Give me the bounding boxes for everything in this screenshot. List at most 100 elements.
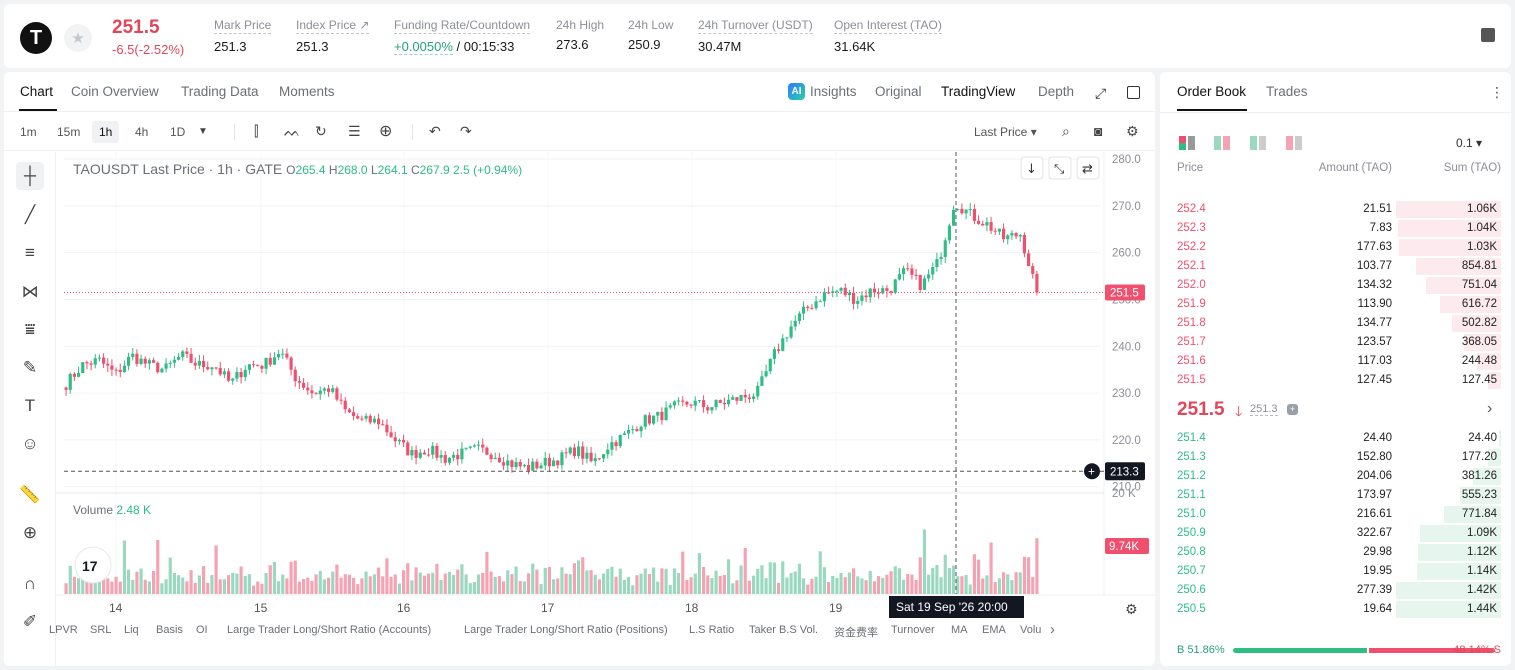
ruler-tool-icon[interactable]: 📏 <box>19 485 41 504</box>
more-options-icon[interactable]: ⋮ <box>1490 84 1504 100</box>
view-insights[interactable]: Insights <box>810 84 857 99</box>
bid-row[interactable]: 251.3 152.80 177.20 <box>1160 448 1511 467</box>
interval-1h[interactable]: 1h <box>92 121 120 143</box>
view-both-icon[interactable] <box>1179 136 1195 150</box>
indicator-shortcut[interactable]: 资金费率 <box>834 627 878 639</box>
view-tradingview[interactable]: TradingView <box>941 84 1016 99</box>
view-original[interactable]: Original <box>875 84 922 99</box>
settings-gear-icon[interactable]: ⚙ <box>1126 123 1139 139</box>
templates-icon[interactable]: ☰ <box>348 123 361 139</box>
row-sum: 1.42K <box>1466 584 1497 596</box>
bid-row[interactable]: 250.8 29.98 1.12K <box>1160 543 1511 562</box>
row-sum: 1.44K <box>1466 603 1497 615</box>
undo-icon[interactable]: ↶ <box>429 123 441 139</box>
indicator-shortcut[interactable]: Taker B.S Vol. <box>749 624 819 636</box>
compress-icon[interactable] <box>1048 156 1072 180</box>
crosshair-tool-icon[interactable]: ┼ <box>16 162 44 190</box>
brush-tool-icon[interactable]: ✎ <box>22 358 38 377</box>
ask-row[interactable]: 252.2 177.63 1.03K <box>1160 238 1511 257</box>
search-icon[interactable]: ⌕ <box>1062 123 1070 139</box>
ask-row[interactable]: 252.1 103.77 854.81 <box>1160 257 1511 276</box>
fib-tool-icon[interactable]: ⩸ <box>24 320 36 339</box>
zoom-in-tool-icon[interactable]: ⊕ <box>22 523 38 542</box>
ask-row[interactable]: 251.6 117.03 244.48 <box>1160 352 1511 371</box>
tab-order-book[interactable]: Order Book <box>1177 84 1247 99</box>
tab-coin-overview[interactable]: Coin Overview <box>71 84 159 99</box>
window-mode-icon[interactable] <box>1127 86 1140 99</box>
view-bids-asks-icon[interactable] <box>1214 136 1230 150</box>
ask-row[interactable]: 252.3 7.83 1.04K <box>1160 219 1511 238</box>
row-price: 251.2 <box>1177 470 1206 482</box>
ask-row[interactable]: 252.0 134.32 751.04 <box>1160 276 1511 295</box>
bid-row[interactable]: 251.2 204.06 381.26 <box>1160 467 1511 486</box>
trend-line-tool-icon[interactable]: ╱ <box>24 205 36 224</box>
scroll-down-icon[interactable] <box>1020 156 1044 180</box>
magnet-tool-icon[interactable]: ∩ <box>23 574 37 593</box>
bid-row[interactable]: 250.9 322.67 1.09K <box>1160 524 1511 543</box>
ask-row[interactable]: 251.8 134.77 502.82 <box>1160 314 1511 333</box>
text-tool-icon[interactable]: T <box>24 396 36 415</box>
stat-funding-rate[interactable]: Funding Rate/Countdown +0.0050% / 00:15:… <box>394 18 531 55</box>
emoji-tool-icon[interactable]: ☺ <box>21 434 39 453</box>
redo-icon[interactable]: ↷ <box>460 123 472 139</box>
interval-dropdown-icon[interactable]: ▼ <box>198 126 208 137</box>
indicator-shortcut[interactable]: Large Trader Long/Short Ratio (Accounts) <box>227 624 432 636</box>
horizontal-lines-tool-icon[interactable]: ≡ <box>25 243 35 262</box>
indicator-shortcut[interactable]: Liq <box>124 624 139 636</box>
price-type-select[interactable]: Last Price ▾ <box>974 125 1037 139</box>
pattern-tool-icon[interactable]: ⋈ <box>21 282 39 301</box>
tab-trading-data[interactable]: Trading Data <box>181 84 259 99</box>
ask-row[interactable]: 251.5 127.45 127.45 <box>1160 371 1511 390</box>
bid-row[interactable]: 250.6 277.39 1.42K <box>1160 581 1511 600</box>
pencil-lock-tool-icon[interactable]: ✐ <box>22 612 38 631</box>
guide-book-icon[interactable] <box>1481 28 1495 42</box>
indicator-shortcut[interactable]: EMA <box>982 624 1006 636</box>
candle-type-icon[interactable]: ⫿ <box>254 123 259 139</box>
refresh-icon[interactable]: ↻ <box>315 123 327 139</box>
bid-row[interactable]: 251.0 216.61 771.84 <box>1160 505 1511 524</box>
indicator-shortcut[interactable]: Turnover <box>891 624 935 636</box>
reset-chart-icon[interactable] <box>1076 156 1100 180</box>
interval-1d[interactable]: 1D <box>170 125 186 139</box>
favorite-star-icon[interactable]: ★ <box>64 24 92 52</box>
indicator-shortcut[interactable]: OI <box>196 624 208 636</box>
bid-row[interactable]: 250.5 19.64 1.44K <box>1160 600 1511 619</box>
ask-row[interactable]: 252.4 21.51 1.06K <box>1160 200 1511 219</box>
stat-index-price[interactable]: Index Price ↗ 251.3 <box>296 18 370 54</box>
interval-1m[interactable]: 1m <box>20 125 37 139</box>
view-asks-icon[interactable] <box>1286 136 1302 150</box>
bid-row[interactable]: 250.7 19.95 1.14K <box>1160 562 1511 581</box>
indicators-icon[interactable]: ᨓ <box>284 123 301 139</box>
stat-24h-turnover[interactable]: 24h Turnover (USDT) 30.47M <box>698 18 813 54</box>
indicator-shortcut[interactable]: Large Trader Long/Short Ratio (Positions… <box>464 624 668 636</box>
expand-icon[interactable]: ⤢ <box>1095 85 1107 101</box>
volume-bar <box>560 567 564 594</box>
stat-mark-price[interactable]: Mark Price 251.3 <box>214 18 272 54</box>
tab-chart[interactable]: Chart <box>20 84 54 99</box>
indicator-shortcut[interactable]: L.S Ratio <box>689 624 735 636</box>
stat-open-interest[interactable]: Open Interest (TAO) 31.64K <box>834 18 942 54</box>
interval-15m[interactable]: 15m <box>57 125 81 139</box>
ask-row[interactable]: 251.9 113.90 616.72 <box>1160 295 1511 314</box>
screenshot-camera-icon[interactable]: ◙ <box>1094 123 1103 139</box>
volume-bar <box>697 553 701 594</box>
indicator-shortcut[interactable]: Volu <box>1020 624 1042 636</box>
bid-row[interactable]: 251.4 24.40 24.40 <box>1160 429 1511 448</box>
indicator-shortcut[interactable]: SRL <box>90 624 112 636</box>
tab-moments[interactable]: Moments <box>279 84 335 99</box>
candlestick-chart[interactable]: 280.0270.0260.0250.0240.0230.0220.0210.0… <box>56 152 1155 622</box>
view-bids-icon[interactable] <box>1250 136 1266 150</box>
add-indicator-icon[interactable]: ⊕ <box>379 123 393 140</box>
interval-4h[interactable]: 4h <box>135 125 149 139</box>
ask-row[interactable]: 251.7 123.57 368.05 <box>1160 333 1511 352</box>
indicator-shortcut[interactable]: LPVR <box>49 624 78 636</box>
indicator-shortcut[interactable]: Basis <box>156 624 183 636</box>
precision-select[interactable]: 0.1 ▾ <box>1456 136 1483 150</box>
tab-trades[interactable]: Trades <box>1266 84 1308 99</box>
bid-row[interactable]: 251.1 173.97 555.23 <box>1160 486 1511 505</box>
candle-body <box>402 439 406 443</box>
chevron-right-icon[interactable]: › <box>1050 621 1055 638</box>
indicator-shortcut[interactable]: MA <box>951 624 968 636</box>
view-depth[interactable]: Depth <box>1038 84 1075 99</box>
chevron-right-icon[interactable]: › <box>1487 400 1493 417</box>
